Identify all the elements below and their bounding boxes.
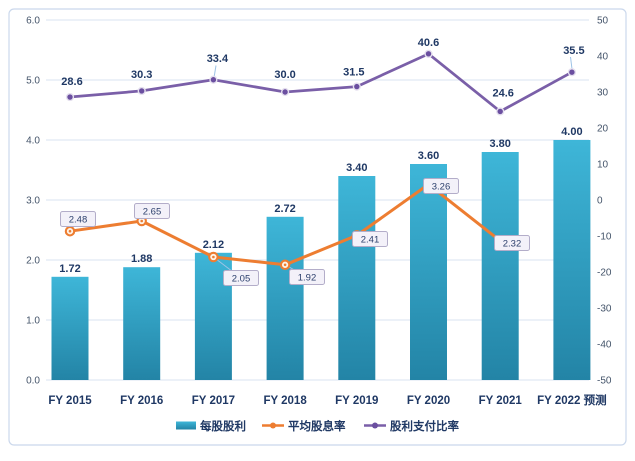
category-label: FY 2019 [335, 395, 378, 407]
dividend-yield-value-label: 2.65 [143, 207, 162, 218]
callout-box [352, 231, 388, 247]
left-axis: 6.0 5.0 4.0 3.0 2.0 1.0 0.0 [26, 16, 40, 387]
left-axis-tick: 4.0 [26, 136, 40, 147]
payout-ratio-marker [424, 49, 433, 58]
category-label: FY 2022 预测 [537, 393, 606, 407]
dividend-yield-marker-dot [283, 263, 287, 267]
payout-ratio-marker [281, 87, 290, 97]
left-axis-tick: 5.0 [26, 76, 40, 87]
dividend-yield-value-label: 2.48 [69, 215, 88, 226]
bar-value-label: 4.00 [561, 126, 582, 138]
right-axis-tick: 30 [597, 88, 609, 99]
category-label: FY 2017 [192, 395, 235, 407]
callout-box [60, 211, 96, 227]
payout-ratio-marker [352, 82, 361, 91]
bar [410, 164, 447, 380]
legend-label-payout-ratio: 股利支付比率 [390, 419, 459, 433]
payout-ratio-line-series: 28.6 30.3 33.4 30.0 31.5 40.6 24.6 35.5 [61, 37, 585, 116]
dividend-yield-marker-dot [140, 219, 143, 223]
right-axis: 50 40 30 20 10 0 -10 -20 -30 -40 -50 [597, 16, 612, 387]
dividend-yield-value-label: 1.92 [298, 273, 317, 284]
category-label: FY 2015 [48, 395, 92, 407]
right-axis-tick: 20 [597, 124, 609, 135]
right-axis-tick: -30 [597, 304, 612, 315]
payout-ratio-line [68, 52, 574, 113]
right-axis-tick: -20 [597, 268, 612, 279]
bar [123, 267, 161, 380]
left-axis-tick: 3.0 [26, 196, 40, 207]
left-axis-tick: 2.0 [26, 256, 40, 267]
payout-ratio-value-label: 28.6 [61, 76, 82, 88]
bar [481, 152, 519, 380]
bar-value-label: 2.72 [274, 203, 295, 215]
label-leader-line [213, 65, 217, 77]
payout-ratio-value-label: 31.5 [343, 67, 364, 79]
right-axis-tick: 10 [597, 160, 609, 171]
bar [51, 276, 89, 380]
dividend-yield-value-label: 2.41 [361, 235, 380, 246]
legend-yield-marker [270, 422, 276, 429]
dividend-yield-line-series: 2.48 2.65 2.05 1.92 2.41 3.26 2.32 [60, 178, 530, 286]
payout-ratio-value-label: 40.6 [418, 37, 439, 49]
right-axis-tick: 50 [597, 16, 609, 27]
chart-frame [8, 8, 627, 446]
dividend-yield-marker-dot [212, 255, 215, 259]
category-label: FY 2021 [479, 395, 523, 407]
category-axis: FY 2015 FY 2016 FY 2017 FY 2018 FY 2019 FY 20… [48, 393, 606, 407]
dividend-yield-value-label: 2.05 [232, 274, 251, 285]
bars-series: 1.72 1.88 2.12 2.72 3.40 3.60 3.80 4.00 [51, 126, 591, 380]
right-axis-tick: 0 [597, 196, 603, 207]
legend-payout-marker [372, 422, 378, 429]
dividend-yield-value-label: 2.32 [503, 239, 522, 250]
payout-ratio-marker [137, 86, 146, 96]
payout-ratio-value-label: 35.5 [563, 45, 584, 57]
bar-value-label: 3.40 [346, 162, 367, 174]
bar [553, 140, 591, 380]
left-axis-tick: 6.0 [26, 16, 40, 27]
bar [266, 216, 304, 380]
callout-box [494, 235, 530, 251]
payout-ratio-value-label: 24.6 [492, 87, 513, 99]
dividend-yield-marker-dot [68, 229, 72, 233]
right-axis-tick: 40 [597, 52, 609, 63]
right-axis-tick: -10 [597, 232, 612, 243]
payout-ratio-marker [209, 75, 218, 84]
payout-ratio-value-label: 30.0 [274, 69, 295, 81]
callout-box [423, 178, 459, 194]
right-axis-tick: -40 [597, 340, 612, 351]
payout-ratio-marker [65, 92, 75, 102]
callout-box [134, 203, 170, 219]
callout-box [223, 270, 259, 286]
legend: 每股股利 平均股息率 股利支付比率 [176, 419, 459, 433]
payout-ratio-value-label: 30.3 [131, 69, 152, 81]
bar-value-label: 3.80 [489, 138, 510, 150]
category-label: FY 2020 [407, 395, 450, 407]
legend-label-average-yield: 平均股息率 [288, 419, 346, 433]
right-axis-tick: -50 [597, 376, 612, 387]
bar-value-label: 3.60 [418, 150, 439, 162]
bar-value-label: 1.72 [59, 263, 80, 275]
category-label: FY 2018 [263, 395, 307, 407]
bar-value-label: 1.88 [131, 253, 152, 265]
payout-ratio-marker [496, 107, 505, 116]
label-leader-line [570, 56, 573, 70]
left-axis-tick: 1.0 [26, 316, 40, 327]
payout-ratio-value-label: 33.4 [207, 53, 229, 65]
legend-label-dividend-per-share: 每股股利 [200, 419, 246, 433]
bar [338, 176, 376, 380]
dividend-yield-value-label: 3.26 [432, 182, 451, 193]
callout-box [289, 269, 325, 285]
category-label: FY 2016 [120, 395, 163, 407]
legend-bar-swatch [176, 421, 196, 430]
left-axis-tick: 0.0 [26, 376, 40, 387]
bar-value-label: 2.12 [203, 239, 224, 251]
payout-ratio-marker [567, 68, 577, 77]
